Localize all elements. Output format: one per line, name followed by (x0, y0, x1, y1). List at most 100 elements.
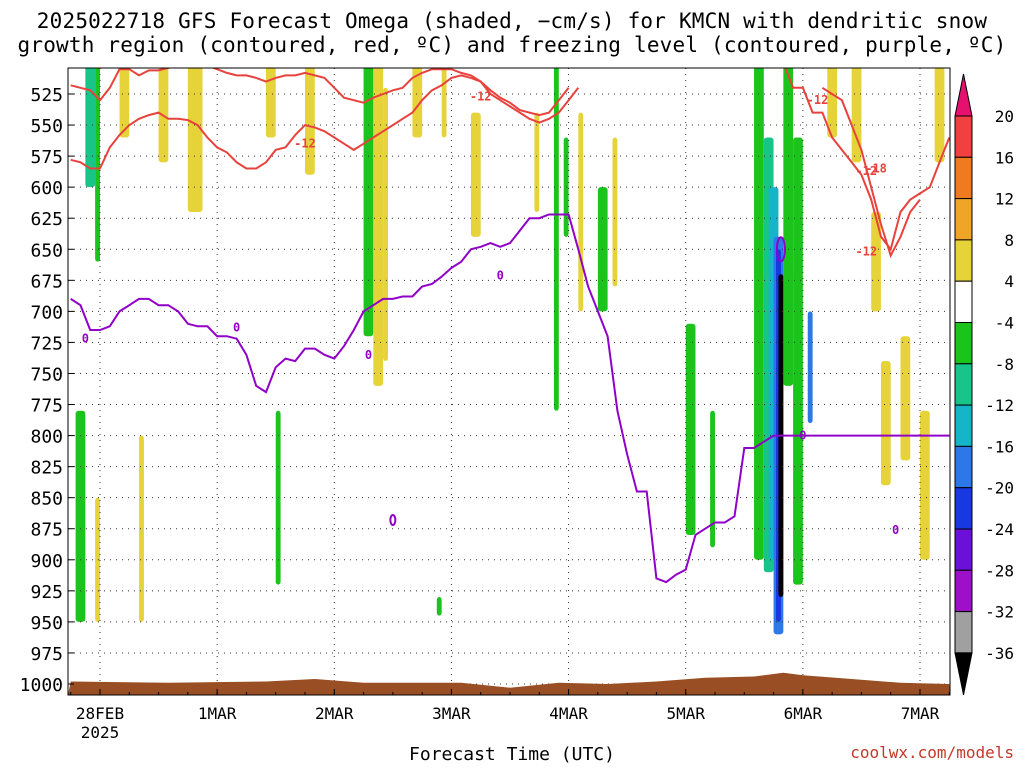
dgz-contour-label: -18 (865, 162, 887, 176)
y-tick-label: 950 (30, 613, 63, 634)
dgz-lower-line (70, 74, 580, 170)
colorbar-label: -12 (985, 396, 1014, 415)
credit-link[interactable]: coolwx.com/models (850, 743, 1014, 762)
colorbar-label: 12 (995, 190, 1014, 209)
omega-shade-16 (578, 112, 584, 312)
y-tick-label: 550 (30, 116, 63, 137)
freezing-level-line (70, 213, 950, 584)
freezing-level-label: 0 (82, 332, 89, 346)
chart-title-line-1: 2025022718 GFS Forecast Omega (shaded, −… (36, 9, 988, 33)
omega-shade-20 (710, 410, 715, 548)
omega-shade-41 (436, 597, 442, 616)
colorbar-label: -16 (985, 437, 1014, 456)
dgz-contour-label: -12 (855, 245, 877, 259)
colorbar-segment (954, 487, 973, 530)
freezing-level-contours: 0 0 0 0 0 0 (70, 213, 950, 584)
terrain-fill (68, 672, 950, 695)
y-tick-label: 900 (30, 551, 63, 572)
omega-shade-29 (807, 311, 813, 424)
omega-shade-19 (685, 323, 696, 535)
dgz-contours: -12-12-12-12-18-12 (70, 68, 950, 259)
colorbar-label: -36 (985, 644, 1014, 663)
omega-shade-0 (85, 68, 96, 188)
y-tick-label: 875 (30, 520, 63, 541)
x-tick-label: 3MAR (432, 704, 471, 723)
y-tick-label: 925 (30, 582, 63, 603)
x-tick-label: 4MAR (549, 704, 588, 723)
colorbar-segment (954, 528, 973, 571)
terrain (68, 672, 950, 695)
y-tick-label: 600 (30, 178, 63, 199)
colorbar-label: 20 (995, 107, 1014, 126)
y-tick-label: 975 (30, 644, 63, 665)
colorbar-label: -32 (985, 603, 1014, 622)
y-tick-label: 650 (30, 240, 63, 261)
dgz-right-line-2 (821, 86, 921, 259)
omega-shade-38 (95, 497, 100, 622)
colorbar-label: 4 (1004, 272, 1014, 291)
x-tick-label: 5MAR (666, 704, 705, 723)
colorbar-label: -28 (985, 561, 1014, 580)
dgz-contour-label: -12 (294, 137, 316, 151)
omega-shade-35 (920, 410, 930, 560)
omega-shade-11 (441, 68, 447, 138)
omega-shade-27 (783, 68, 794, 386)
dgz-contour-label: -12 (807, 93, 829, 107)
plot-frame (67, 67, 951, 696)
colorbar-label: 8 (1004, 231, 1014, 250)
colorbar-label: 16 (995, 148, 1014, 167)
y-tick-label: 1000 (20, 675, 63, 696)
x-tick-label: 28FEB (76, 704, 124, 723)
dgz-upper-line (70, 68, 570, 117)
x-axis-title: Forecast Time (UTC) (409, 744, 615, 765)
freezing-level-label: 0 (365, 348, 372, 362)
x-tick-label: 7MAR (901, 704, 940, 723)
x-tick-sublabel: 2025 (81, 723, 120, 742)
omega-shade-5 (265, 68, 276, 138)
omega-shade-12 (470, 112, 481, 237)
colorbar-segment (954, 445, 973, 489)
dgz-contour-label: -12 (855, 164, 877, 178)
omega-shade-39 (139, 435, 144, 622)
colorbar-label: -8 (995, 355, 1014, 374)
freezing-level-label: 0 (799, 429, 806, 443)
y-tick-label: 750 (30, 364, 63, 385)
colorbar-segment (954, 280, 973, 324)
omega-shade-21 (754, 68, 764, 560)
colorbar-segment (954, 404, 973, 447)
dgz-right-line (784, 68, 950, 252)
y-axis: 525 550 575 600 625 650 675 700 725 750 775 800 825 8… (20, 85, 74, 696)
colorbar-segment (954, 156, 973, 200)
omega-shading (75, 68, 945, 635)
omega-shade-13 (534, 112, 540, 212)
y-tick-label: 575 (30, 147, 63, 168)
colorbar-top-arrow (954, 73, 973, 117)
omega-shade-6 (305, 68, 315, 175)
colorbar-label: -24 (985, 520, 1014, 539)
omega-shade-31 (851, 68, 862, 163)
freezing-level-label: 0 (233, 321, 240, 335)
dgz-contour-label: -12 (470, 89, 492, 103)
omega-shade-4 (187, 68, 203, 212)
colorbar-segment (954, 239, 973, 282)
omega-shade-7 (363, 68, 374, 337)
colorbar-bottom-arrow (954, 652, 973, 695)
y-tick-label: 725 (30, 333, 63, 354)
freezing-level-core (775, 236, 786, 263)
y-tick-label: 775 (30, 396, 63, 417)
colorbar: 20 16 12 8 4 -4 -8 -12 -16 -20 -24 -28 -32 -36 (954, 73, 1014, 695)
x-tick-label: 6MAR (784, 704, 823, 723)
y-tick-label: 850 (30, 489, 63, 510)
colorbar-segment (954, 569, 973, 613)
colorbar-label: -4 (995, 314, 1014, 333)
omega-shade-28 (793, 137, 803, 585)
y-tick-label: 825 (30, 458, 63, 479)
colorbar-segment (954, 363, 973, 406)
omega-shade-33 (880, 361, 891, 486)
omega-shade-37 (75, 410, 86, 622)
freezing-level-island (389, 514, 397, 527)
omega-shade-18 (612, 137, 618, 287)
y-tick-label: 800 (30, 427, 63, 448)
